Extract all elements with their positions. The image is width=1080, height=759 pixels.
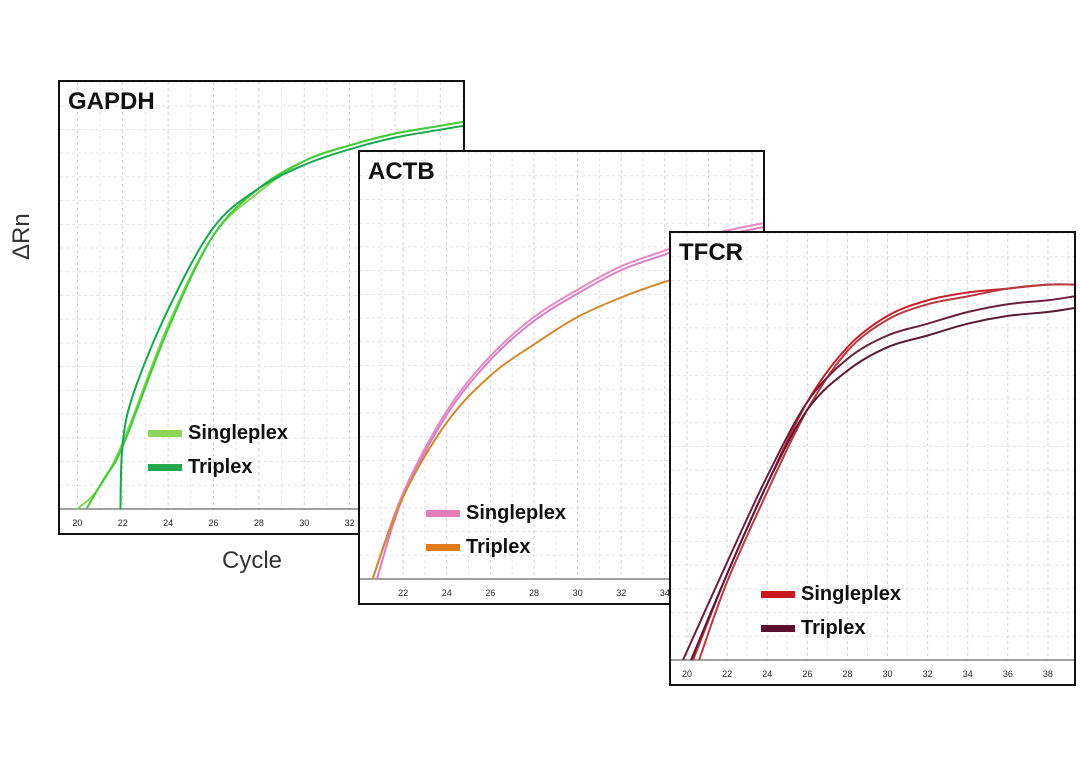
actb-legend: Singleplex Triplex	[426, 496, 566, 564]
x-tick-label: 26	[485, 588, 495, 598]
legend-item-singleplex: Singleplex	[761, 577, 901, 611]
series-line-triplex-3	[690, 307, 1074, 661]
x-axis-label: Cycle	[222, 547, 283, 574]
legend-item-triplex: Triplex	[148, 450, 288, 484]
legend-swatch-singleplex	[426, 509, 460, 517]
legend-label-triplex: Triplex	[801, 616, 866, 639]
legend-label-triplex: Triplex	[188, 455, 253, 478]
legend-swatch-triplex	[426, 543, 460, 551]
x-tick-label: 30	[299, 518, 309, 528]
x-tick-label: 24	[163, 518, 173, 528]
x-tick-label: 24	[442, 588, 452, 598]
tfcr-chart-title: TFCR	[679, 239, 743, 266]
legend-item-singleplex: Singleplex	[148, 416, 288, 450]
tfcr-legend: Singleplex Triplex	[761, 577, 901, 645]
x-tick-label: 28	[254, 518, 264, 528]
legend-swatch-singleplex	[761, 590, 795, 598]
series-line-triplex-2	[682, 295, 1074, 661]
x-tick-label: 36	[1003, 669, 1013, 679]
legend-label-singleplex: Singleplex	[188, 421, 289, 444]
x-tick-label: 38	[1043, 669, 1053, 679]
series-line-singleplex-1	[698, 283, 1074, 661]
x-tick-label: 20	[72, 518, 82, 528]
legend-item-singleplex: Singleplex	[426, 496, 566, 530]
x-tick-label: 30	[883, 669, 893, 679]
actb-chart-title: ACTB	[368, 158, 435, 185]
legend-swatch-triplex	[761, 624, 795, 632]
x-tick-label: 26	[208, 518, 218, 528]
x-tick-label: 24	[762, 669, 772, 679]
legend-item-triplex: Triplex	[426, 530, 566, 564]
x-tick-label: 22	[398, 588, 408, 598]
x-tick-label: 32	[345, 518, 355, 528]
series-line-singleplex-1	[85, 120, 463, 510]
gapdh-legend: Singleplex Triplex	[148, 416, 288, 484]
x-tick-label: 32	[616, 588, 626, 598]
x-tick-label: 20	[682, 669, 692, 679]
series-line-triplex-2	[119, 124, 463, 510]
x-tick-label: 22	[118, 518, 128, 528]
legend-label-singleplex: Singleplex	[801, 582, 902, 605]
x-tick-label: 28	[842, 669, 852, 679]
legend-label-triplex: Triplex	[466, 535, 531, 558]
gapdh-chart-title: GAPDH	[68, 88, 155, 115]
x-tick-label: 34	[963, 669, 973, 679]
x-tick-label: 22	[722, 669, 732, 679]
x-tick-label: 34	[660, 588, 670, 598]
legend-swatch-triplex	[148, 463, 182, 471]
x-tick-label: 30	[573, 588, 583, 598]
x-tick-label: 26	[802, 669, 812, 679]
legend-item-triplex: Triplex	[761, 611, 901, 645]
legend-label-singleplex: Singleplex	[466, 501, 567, 524]
tfcr-chart-panel: 20 22 24 26 28 30 32 34 36 38 TFCR Singleplex Tri…	[669, 231, 1076, 686]
x-tick-label: 28	[529, 588, 539, 598]
y-axis-label: ΔRn	[8, 213, 35, 260]
tfcr-chart: 20 22 24 26 28 30 32 34 36 38	[671, 233, 1074, 679]
legend-swatch-singleplex	[148, 429, 182, 437]
x-tick-label: 32	[923, 669, 933, 679]
